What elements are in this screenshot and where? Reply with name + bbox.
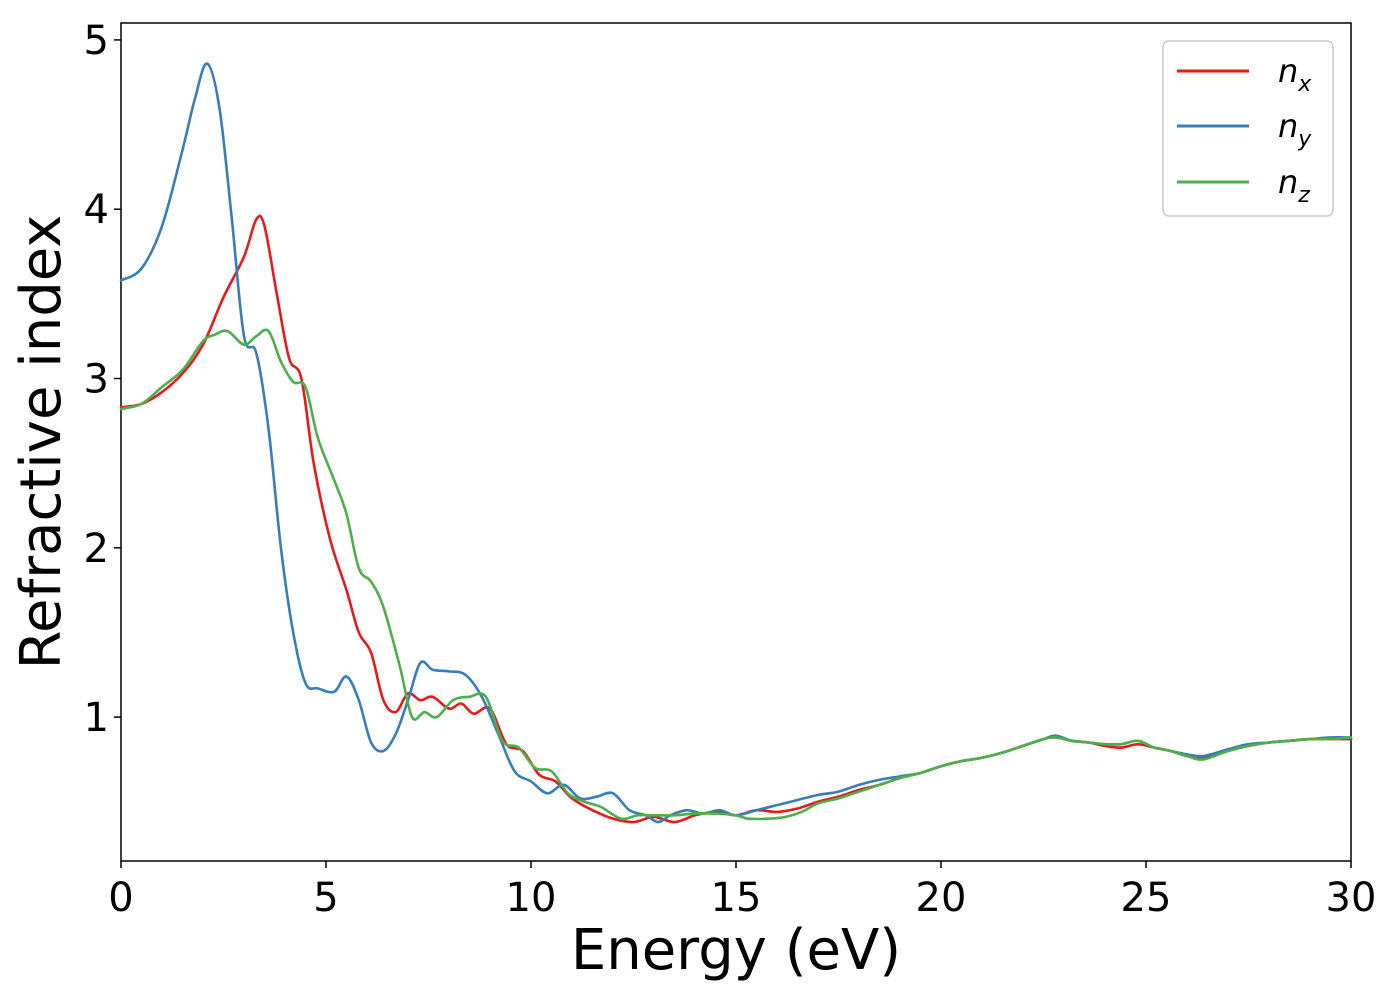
legend-label-base: n (1278, 52, 1298, 90)
legend-item-y: ny (1177, 107, 1312, 152)
series-lines (119, 62, 1353, 824)
x-tick-label: 30 (1326, 875, 1377, 921)
x-tick-label: 25 (1121, 875, 1172, 921)
y-tick-label: 5 (84, 18, 109, 64)
y-tick-label: 4 (84, 187, 109, 233)
legend-label: ny (1278, 107, 1312, 152)
y-tick-label: 1 (84, 695, 109, 741)
legend-label-base: n (1278, 163, 1298, 201)
legend-label-base: n (1278, 107, 1298, 145)
legend-label-subscript: y (1297, 127, 1312, 152)
x-tick-label: 10 (506, 875, 557, 921)
y-tick-label: 3 (84, 357, 109, 403)
y-tick-label: 2 (84, 526, 109, 572)
legend-label-subscript: x (1297, 72, 1312, 97)
x-tick-label: 15 (711, 875, 762, 921)
x-tick-label: 20 (916, 875, 967, 921)
x-tick-label: 5 (313, 875, 338, 921)
legend-item-z: nz (1177, 163, 1310, 208)
x-axis-ticks: 0 5 10 15 20 25 30 (108, 861, 1376, 921)
series-line-z (119, 328, 1353, 821)
legend-item-x: nx (1177, 52, 1312, 97)
x-tick-label: 0 (108, 875, 133, 921)
y-axis-title: Refractive index (9, 215, 74, 670)
x-axis-title: Energy (eV) (571, 918, 901, 983)
legend-label-subscript: z (1297, 183, 1310, 208)
series-line-x (119, 214, 1353, 824)
legend-box (1162, 40, 1334, 217)
legend-label: nx (1278, 52, 1312, 97)
legend-label: nz (1278, 163, 1310, 208)
y-axis-ticks: 1 2 3 4 5 (84, 18, 121, 741)
